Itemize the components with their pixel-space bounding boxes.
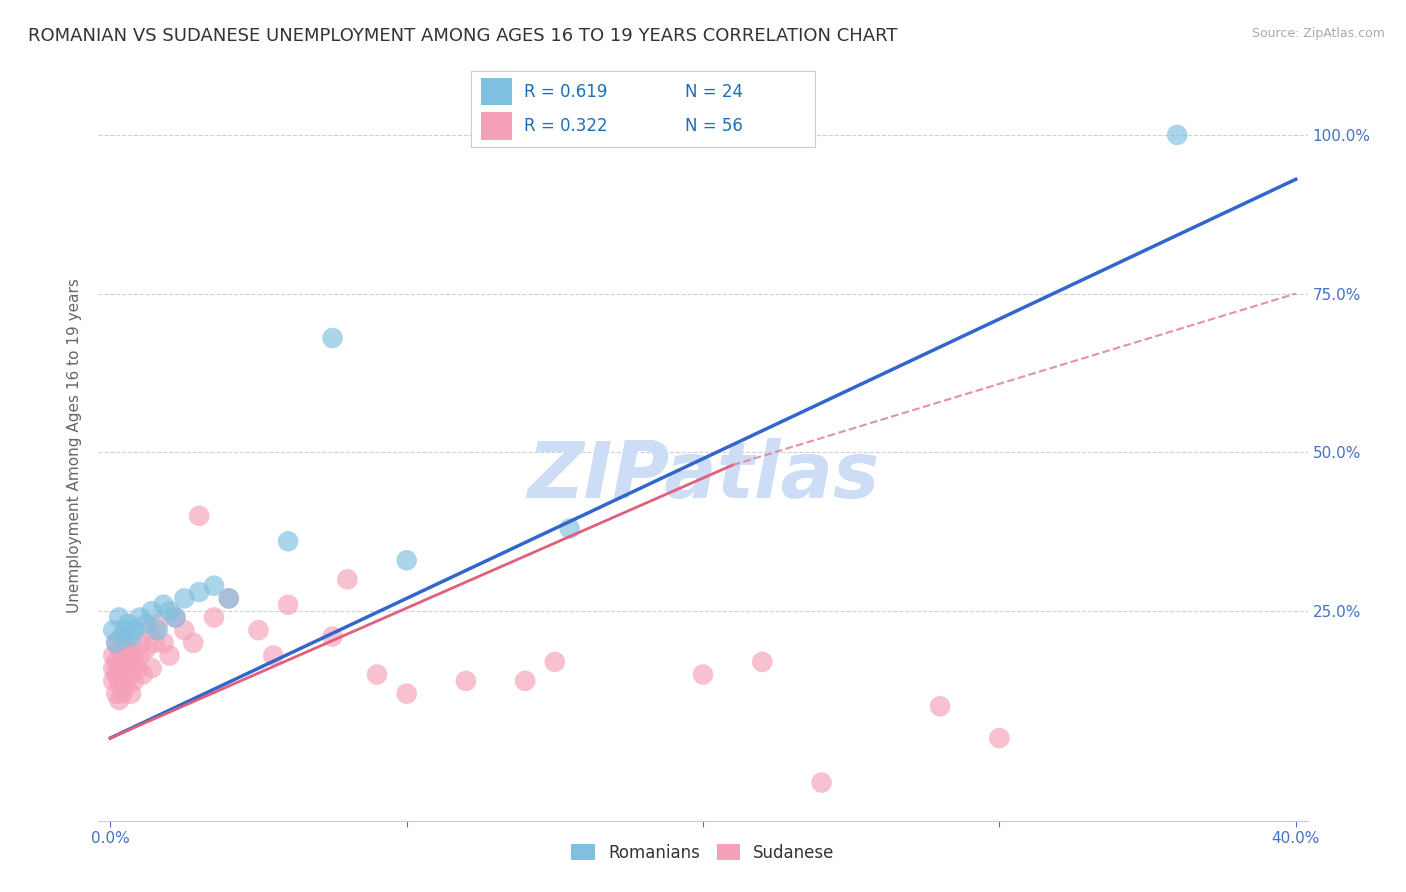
Point [188, 508, 211, 523]
Point [135, 616, 157, 631]
Point [141, 604, 163, 618]
Point [111, 630, 134, 644]
Point [103, 673, 125, 688]
Point [454, 673, 477, 688]
Point [117, 661, 139, 675]
Text: ZIPatlas: ZIPatlas [527, 438, 879, 514]
Point [165, 610, 187, 624]
FancyBboxPatch shape [481, 78, 512, 105]
Point [336, 572, 359, 586]
Point [103, 623, 125, 637]
Point [1166, 128, 1188, 142]
Text: R = 0.619: R = 0.619 [524, 83, 607, 101]
Point [188, 585, 211, 599]
Point [322, 331, 344, 345]
Point [146, 616, 169, 631]
Point [146, 623, 169, 637]
Text: ROMANIAN VS SUDANESE UNEMPLOYMENT AMONG AGES 16 TO 19 YEARS CORRELATION CHART: ROMANIAN VS SUDANESE UNEMPLOYMENT AMONG … [28, 27, 897, 45]
Text: N = 24: N = 24 [685, 83, 742, 101]
Point [929, 699, 952, 714]
Point [395, 687, 418, 701]
Point [218, 591, 240, 606]
Point [218, 591, 240, 606]
Point [558, 522, 581, 536]
Point [103, 648, 125, 663]
Point [105, 655, 128, 669]
Point [159, 648, 181, 663]
Point [515, 673, 537, 688]
Point [105, 636, 128, 650]
Point [129, 636, 152, 650]
Point [120, 648, 142, 663]
Point [108, 673, 131, 688]
Point [810, 775, 832, 789]
Point [262, 648, 284, 663]
Point [117, 642, 139, 657]
Point [122, 655, 145, 669]
Point [105, 636, 128, 650]
Point [202, 610, 225, 624]
Text: Source: ZipAtlas.com: Source: ZipAtlas.com [1251, 27, 1385, 40]
Point [111, 687, 134, 701]
Point [132, 667, 155, 681]
Point [173, 623, 195, 637]
Point [120, 630, 142, 644]
Text: R = 0.322: R = 0.322 [524, 117, 607, 135]
Point [114, 636, 136, 650]
Point [125, 661, 148, 675]
Point [111, 667, 134, 681]
Point [152, 598, 174, 612]
Point [159, 604, 181, 618]
Point [247, 623, 270, 637]
Point [111, 648, 134, 663]
Point [988, 731, 1011, 745]
Point [108, 610, 131, 624]
Point [114, 623, 136, 637]
Point [129, 648, 152, 663]
Y-axis label: Unemployment Among Ages 16 to 19 years: Unemployment Among Ages 16 to 19 years [67, 278, 83, 614]
Point [108, 642, 131, 657]
FancyBboxPatch shape [481, 112, 512, 140]
Point [165, 610, 187, 624]
Point [122, 673, 145, 688]
Point [117, 616, 139, 631]
Legend: Romanians, Sudanese: Romanians, Sudanese [565, 838, 841, 869]
Point [173, 591, 195, 606]
Point [120, 667, 142, 681]
Point [277, 598, 299, 612]
Point [129, 610, 152, 624]
Point [114, 681, 136, 695]
Point [395, 553, 418, 567]
Point [366, 667, 388, 681]
Point [143, 636, 166, 650]
Point [138, 623, 160, 637]
Point [322, 630, 344, 644]
Point [105, 687, 128, 701]
Point [751, 655, 773, 669]
Point [202, 579, 225, 593]
Point [105, 667, 128, 681]
Point [103, 661, 125, 675]
Point [135, 642, 157, 657]
Point [544, 655, 567, 669]
Point [122, 623, 145, 637]
Point [114, 655, 136, 669]
Point [108, 661, 131, 675]
Point [277, 534, 299, 549]
Point [108, 693, 131, 707]
Point [181, 636, 204, 650]
Point [692, 667, 714, 681]
Point [152, 636, 174, 650]
Point [120, 687, 142, 701]
Point [141, 661, 163, 675]
Text: N = 56: N = 56 [685, 117, 742, 135]
